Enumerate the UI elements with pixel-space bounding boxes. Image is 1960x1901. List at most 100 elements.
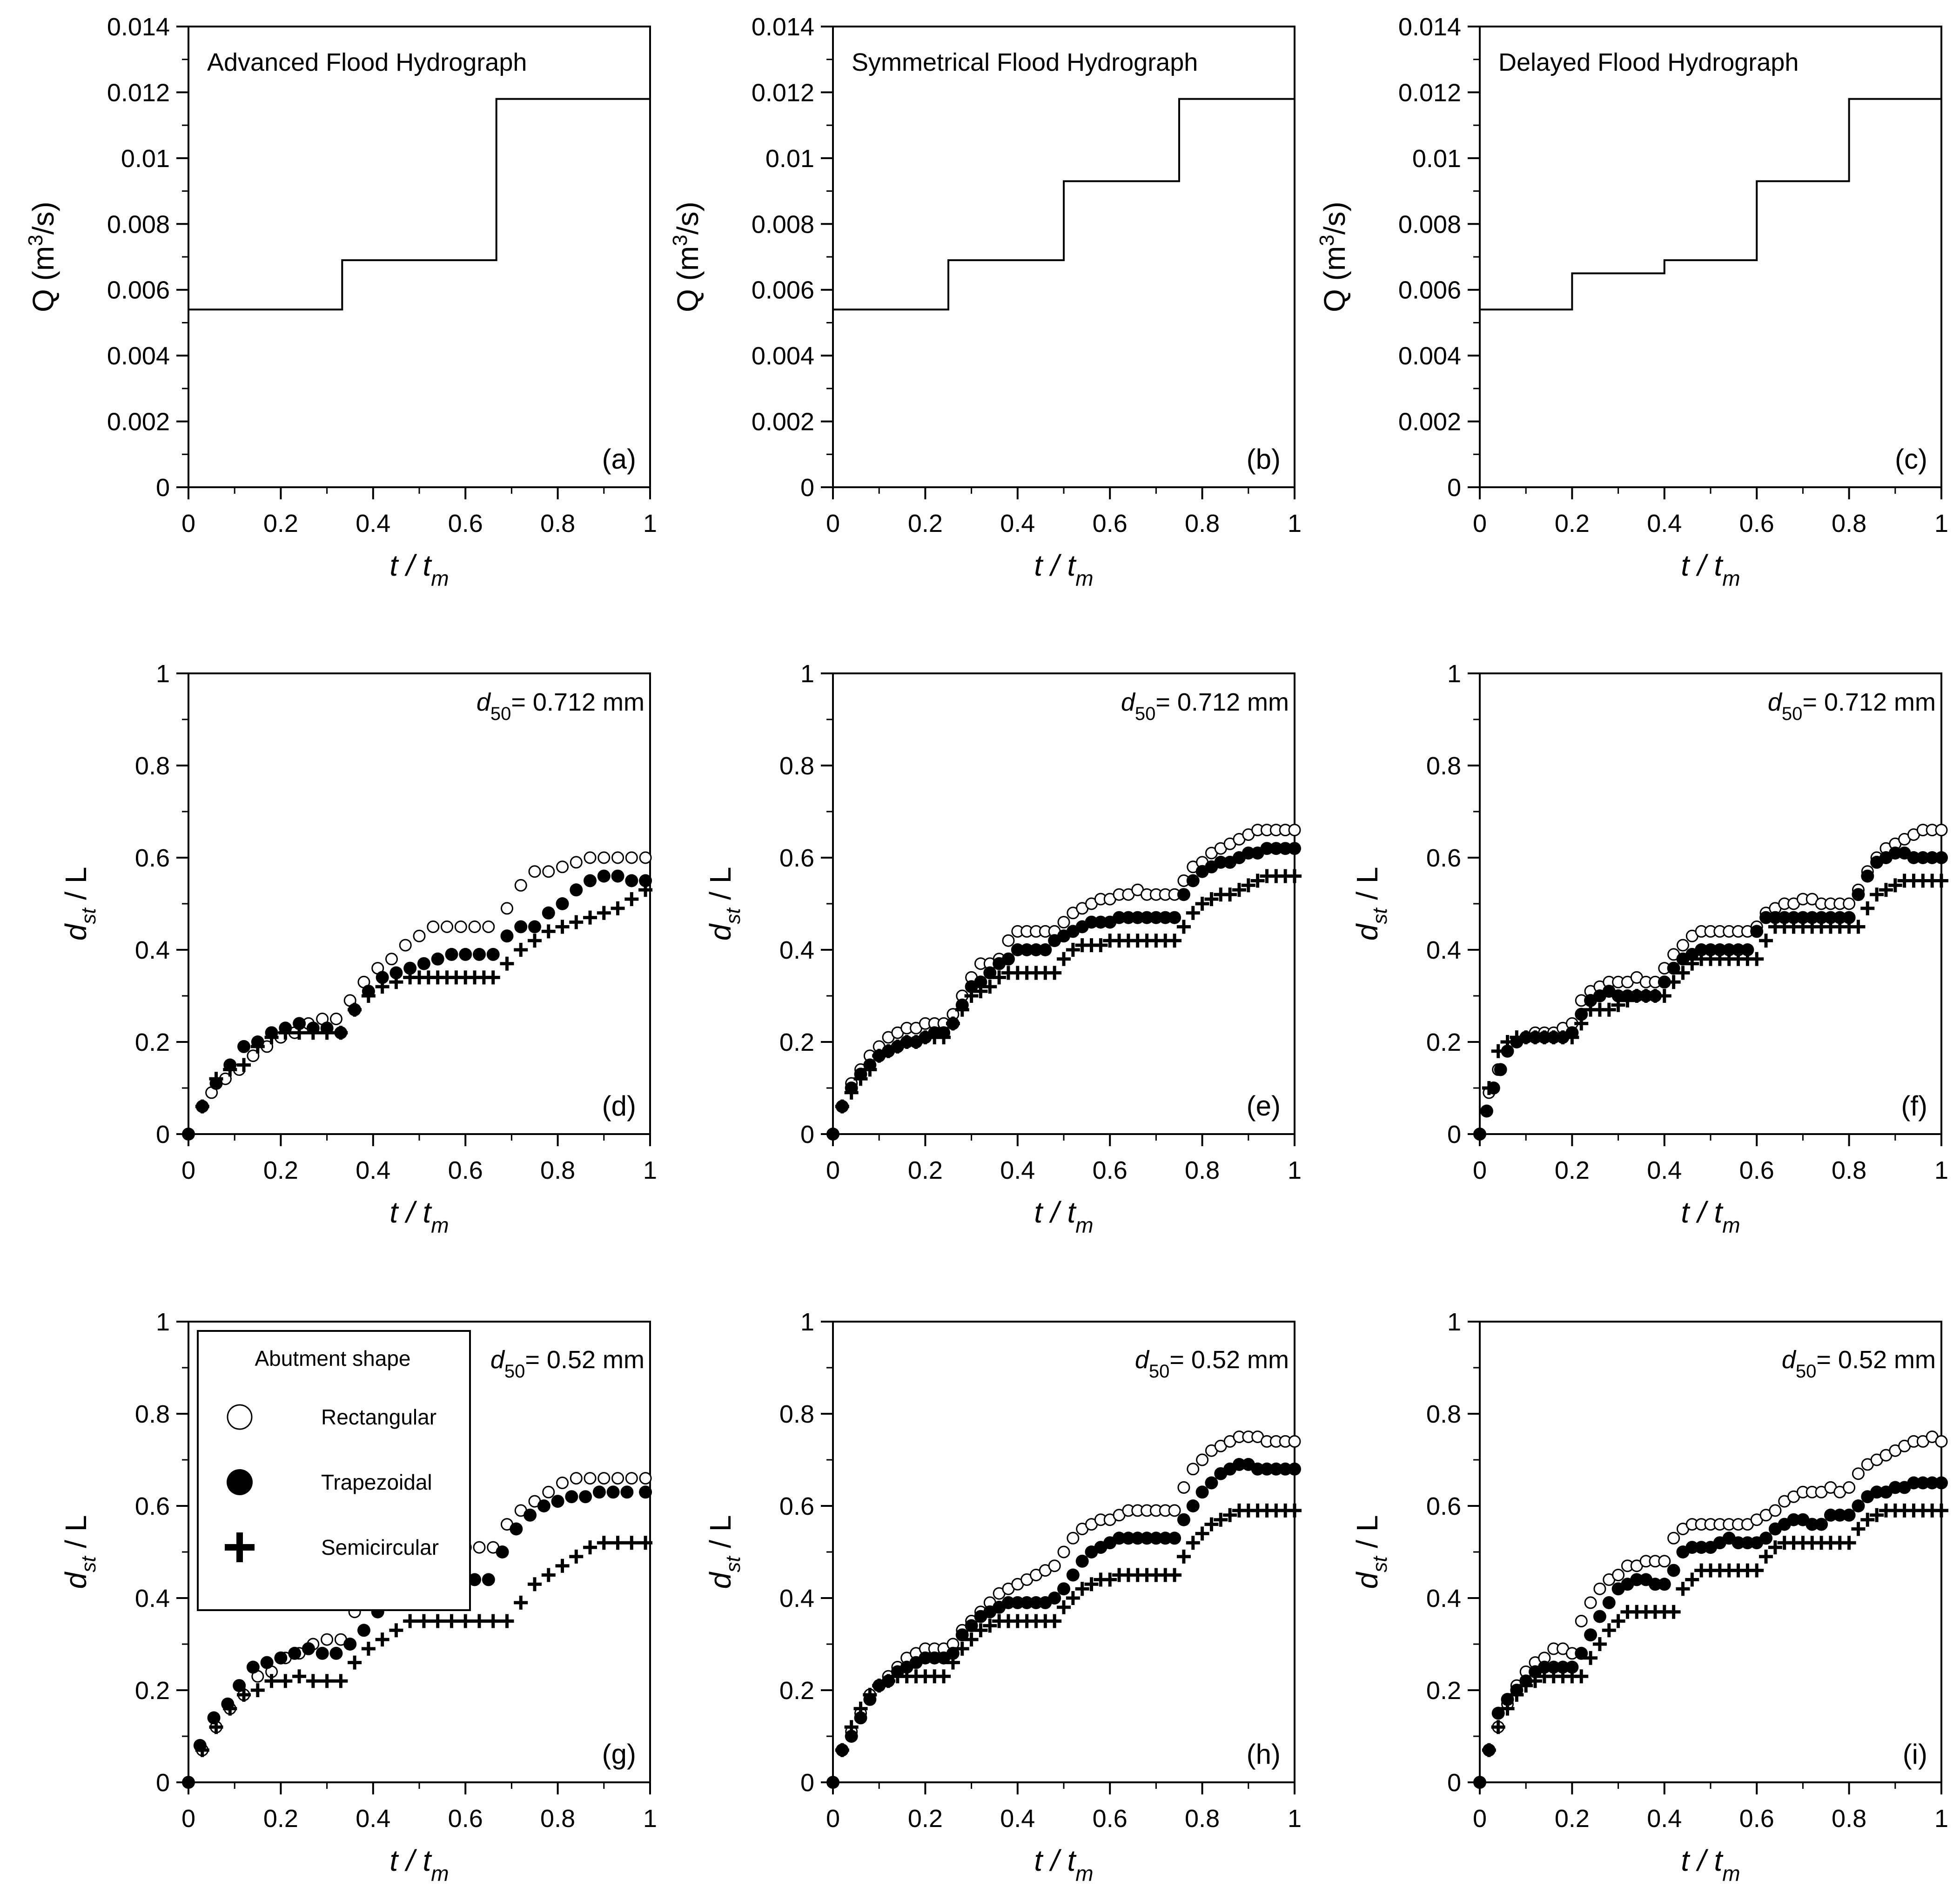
point-semicircular [416,1614,431,1628]
point-semicircular [1066,1591,1080,1605]
point-semicircular [863,1687,877,1702]
point-trapezoidal [1732,1536,1745,1550]
x-tick-label: 0 [1473,510,1487,537]
point-rectangular [1667,1532,1680,1545]
panel-d: 0 0.2 0.4 0.6 0.8 1 0 0.2 0.4 0.6 0.8 1 t / tm dst / … [59,660,657,1237]
point-trapezoidal [1242,846,1255,860]
point-rectangular [597,1472,611,1485]
point-trapezoidal [357,1624,370,1637]
point-rectangular [1168,1504,1181,1517]
point-trapezoidal [1852,888,1865,901]
x-tick-label: 0.4 [356,1156,390,1184]
point-semicircular [1934,1503,1948,1518]
x-tick-label: 0.8 [540,1805,575,1833]
panel-b: 0 0.2 0.4 0.6 0.8 1 0 0.002 0.004 0.006 0.008 0.01 0… [669,13,1302,591]
point-rectangular [247,1049,260,1062]
point-semicircular [1094,938,1108,953]
point-semicircular [278,1674,293,1688]
point-trapezoidal [584,874,597,887]
point-semicircular [1057,1600,1071,1614]
y-tick-label: 0.008 [107,210,170,238]
y-tick-label: 1 [800,660,814,688]
point-trapezoidal [1020,1596,1034,1609]
x-tick-label: 0.4 [1000,1156,1035,1184]
d50-annotation: d50= 0.52 mm [1135,1346,1289,1382]
x-tick-label: 0.2 [263,1805,298,1833]
point-semicircular [209,1072,223,1086]
point-semicircular [881,1674,896,1688]
point-trapezoidal [1121,1532,1135,1545]
point-trapezoidal [1741,943,1754,956]
y-tick-label: 1 [800,1308,814,1336]
x-tick-label: 1 [643,510,657,537]
x-tick-label: 0.2 [1555,1156,1590,1184]
point-semicircular [1842,1536,1856,1550]
y-tick-label: 0 [800,474,814,502]
point-semicircular [223,1701,237,1716]
point-semicircular [375,980,389,994]
point-trapezoidal [260,1656,274,1669]
y-tick-label: 0.6 [779,1492,814,1520]
x-tick-label: 1 [643,1156,657,1184]
point-trapezoidal [1001,952,1015,966]
point-semicircular [1075,1582,1089,1596]
point-semicircular [1574,1669,1589,1684]
panel-tag: (g) [602,1739,636,1770]
point-semicircular [1759,934,1773,948]
x-tick-label: 0.4 [356,1805,390,1833]
point-semicircular [1860,901,1875,915]
point-semicircular [872,1048,886,1063]
point-semicircular [973,1623,988,1638]
point-trapezoidal [1695,943,1708,956]
point-semicircular [1500,1701,1515,1716]
point-rectangular [1575,1615,1588,1627]
point-trapezoidal [1205,1476,1218,1490]
point-trapezoidal [565,1490,578,1504]
point-trapezoidal [1177,888,1190,901]
point-trapezoidal [1907,851,1920,864]
point-semicircular [1186,1536,1200,1550]
point-semicircular [348,1655,362,1670]
y-tick-label: 0.2 [1426,1028,1461,1056]
y-tick-label: 0.8 [135,1400,170,1428]
point-trapezoidal [579,1490,592,1504]
y-tick-label: 0.4 [135,936,170,964]
point-trapezoidal [315,1646,329,1660]
point-rectangular [1048,1559,1061,1572]
point-trapezoidal [1149,911,1163,924]
point-rectangular [454,920,467,933]
point-rectangular [1288,824,1301,837]
point-semicircular [1860,1512,1875,1527]
x-axis-label: t / tm [1034,1844,1093,1886]
y-tick-label: 0.8 [779,752,814,780]
point-trapezoidal [1113,911,1126,924]
point-semicircular [983,980,997,994]
point-semicircular [835,1743,849,1757]
y-axis-label: dst / L [1350,1515,1391,1589]
x-tick-label: 0 [1473,1805,1487,1833]
point-rectangular [584,1472,597,1485]
y-tick-label: 0.8 [779,1400,814,1428]
point-rectangular [542,1485,555,1498]
point-rectangular [1935,1435,1948,1448]
point-rectangular [329,1013,342,1025]
point-semicircular [1750,1563,1764,1578]
point-trapezoidal [1251,1462,1264,1476]
x-axis-label: t / tm [1034,1196,1093,1237]
point-rectangular [1935,824,1948,837]
hydrograph-line [1480,98,1941,311]
point-trapezoidal [1824,1508,1837,1522]
x-tick-label: 1 [1288,510,1302,537]
point-semicircular [1666,975,1681,989]
point-trapezoidal [1029,1596,1043,1609]
point-trapezoidal [1473,1128,1486,1141]
point-trapezoidal [1907,1476,1920,1490]
point-semicircular [209,1720,223,1734]
point-trapezoidal [1695,1541,1708,1554]
point-trapezoidal [403,961,417,975]
point-semicircular [237,1687,251,1702]
point-trapezoidal [500,929,514,943]
y-tick-label: 0.01 [765,145,814,173]
point-trapezoidal [1824,911,1837,924]
point-trapezoidal [1630,1573,1644,1586]
